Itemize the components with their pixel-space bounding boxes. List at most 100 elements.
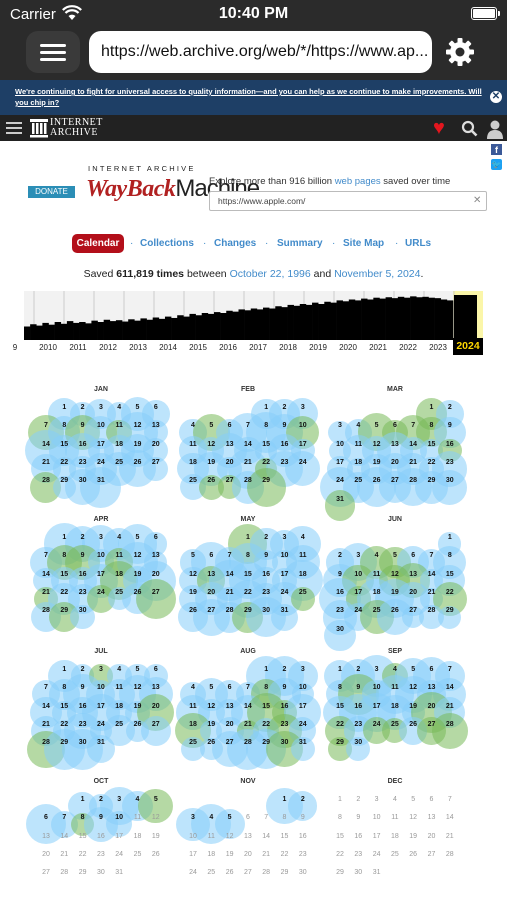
calendar-day[interactable]: 2 (264, 534, 269, 541)
calendar-day[interactable]: 15 (262, 702, 271, 710)
calendar-day[interactable]: 3 (374, 666, 379, 673)
calendar-day[interactable]: 9 (338, 570, 342, 578)
calendar-day[interactable]: 1 (429, 404, 434, 411)
heart-icon[interactable]: ♥ (433, 117, 445, 139)
calendar-day[interactable]: 17 (96, 702, 105, 710)
calendar-day[interactable]: 27 (409, 607, 418, 615)
calendar-day[interactable]: 17 (280, 570, 289, 578)
calendar-day[interactable]: 1 (62, 404, 67, 411)
calendar-day[interactable]: 4 (135, 796, 140, 803)
calendar-day[interactable]: 3 (98, 666, 103, 673)
calendar-day[interactable]: 28 (445, 720, 454, 728)
calendar-day[interactable]: 18 (115, 440, 124, 448)
year-label[interactable]: 9 (12, 343, 18, 352)
calendar-day[interactable]: 15 (60, 702, 69, 710)
calendar-day[interactable]: 25 (115, 458, 124, 466)
calendar-day[interactable]: 14 (445, 684, 454, 692)
calendar-day[interactable]: 23 (78, 588, 87, 596)
calendar-day[interactable]: 20 (427, 702, 436, 710)
calendar-day[interactable]: 22 (262, 458, 271, 466)
tab-summary[interactable]: Summary (277, 238, 323, 249)
wayback-search-input[interactable]: https://www.apple.com/ (209, 191, 487, 211)
calendar-day[interactable]: 15 (60, 570, 69, 578)
calendar-day[interactable]: 23 (78, 458, 87, 466)
tab-urls[interactable]: URLs (405, 238, 432, 249)
calendar-day[interactable]: 10 (372, 684, 381, 692)
calendar-day[interactable]: 6 (153, 404, 158, 411)
calendar-day[interactable]: 17 (336, 458, 344, 466)
calendar-day[interactable]: 21 (225, 588, 234, 596)
calendar-day[interactable]: 12 (207, 702, 216, 710)
calendar-day[interactable]: 28 (243, 739, 252, 747)
calendar-day[interactable]: 18 (354, 458, 363, 466)
calendar-day[interactable]: 22 (427, 458, 436, 466)
calendar-day[interactable]: 24 (96, 588, 105, 596)
calendar-day[interactable]: 18 (189, 458, 197, 466)
calendar-day[interactable]: 7 (411, 422, 416, 430)
calendar-day[interactable]: 10 (354, 570, 363, 578)
calendar-day[interactable]: 8 (264, 684, 269, 692)
calendar-day[interactable]: 11 (391, 684, 399, 692)
calendar-day[interactable]: 16 (262, 570, 271, 578)
calendar-day[interactable]: 25 (189, 739, 197, 747)
calendar-day[interactable]: 16 (336, 588, 344, 596)
calendar-day[interactable]: 6 (153, 666, 158, 673)
calendar-day[interactable]: 22 (60, 588, 69, 596)
address-bar[interactable]: https://web.archive.org/web/*/https://ww… (89, 31, 432, 73)
calendar-day[interactable]: 29 (243, 607, 252, 615)
calendar-day[interactable]: 8 (245, 552, 250, 560)
calendar-day[interactable]: 23 (280, 458, 289, 466)
calendar-day[interactable]: 6 (153, 534, 158, 541)
calendar-day[interactable]: 29 (262, 477, 271, 485)
calendar-day[interactable]: 15 (262, 440, 271, 448)
calendar-day[interactable]: 31 (96, 477, 105, 485)
calendar-day[interactable]: 11 (115, 552, 123, 560)
calendar-day[interactable]: 1 (282, 796, 287, 803)
calendar-day[interactable]: 25 (354, 477, 363, 485)
year-label[interactable]: 2011 (69, 343, 87, 352)
calendar-day[interactable]: 27 (207, 607, 216, 615)
calendar-day[interactable]: 13 (225, 440, 234, 448)
calendar-day[interactable]: 14 (42, 440, 50, 448)
calendar-day[interactable]: 12 (133, 422, 142, 430)
calendar-day[interactable]: 15 (243, 570, 252, 578)
calendar-day[interactable]: 2 (300, 796, 305, 803)
calendar-day[interactable]: 3 (300, 404, 305, 411)
calendar-day[interactable]: 10 (298, 684, 307, 692)
calendar-day[interactable]: 30 (78, 607, 87, 615)
calendar-day[interactable]: 10 (96, 422, 105, 430)
calendar-day[interactable]: 5 (227, 814, 232, 822)
calendar-day[interactable]: 26 (390, 607, 399, 615)
banner-close-icon[interactable]: ✕ (490, 91, 502, 103)
calendar-day[interactable]: 24 (96, 458, 105, 466)
calendar-day[interactable]: 26 (207, 477, 216, 485)
calendar-day[interactable]: 29 (336, 739, 344, 747)
calendar-day[interactable]: 4 (300, 534, 305, 541)
calendar-day[interactable]: 15 (336, 702, 344, 710)
calendar-day[interactable]: 24 (298, 720, 307, 728)
calendar-day[interactable]: 25 (298, 588, 307, 596)
calendar-day[interactable]: 1 (264, 666, 269, 673)
clear-search-icon[interactable]: ✕ (473, 195, 482, 206)
calendar-day[interactable]: 9 (282, 684, 287, 692)
year-label[interactable]: 2015 (189, 343, 207, 352)
calendar-day[interactable]: 30 (336, 625, 344, 633)
calendar-day[interactable]: 5 (153, 796, 158, 803)
calendar-day[interactable]: 9 (447, 422, 452, 430)
calendar-day[interactable]: 17 (372, 702, 381, 710)
calendar-day[interactable]: 28 (42, 739, 50, 747)
calendar-day[interactable]: 14 (243, 702, 252, 710)
calendar-day[interactable]: 4 (191, 422, 195, 430)
calendar-day[interactable]: 16 (78, 570, 87, 578)
calendar-day[interactable]: 27 (427, 720, 436, 728)
first-capture-link[interactable]: October 22, 1996 (229, 268, 311, 280)
calendar-day[interactable]: 23 (445, 458, 454, 466)
calendar-day[interactable]: 15 (445, 570, 454, 578)
user-icon[interactable] (486, 119, 504, 139)
year-2024-active[interactable]: 2024 (453, 338, 483, 355)
calendar-day[interactable]: 30 (78, 739, 87, 747)
calendar-day[interactable]: 3 (282, 534, 287, 541)
calendar-day[interactable]: 10 (298, 422, 307, 430)
year-label[interactable]: 2019 (309, 343, 327, 352)
ia-logo-text[interactable]: INTERNET ARCHIVE (50, 118, 103, 138)
